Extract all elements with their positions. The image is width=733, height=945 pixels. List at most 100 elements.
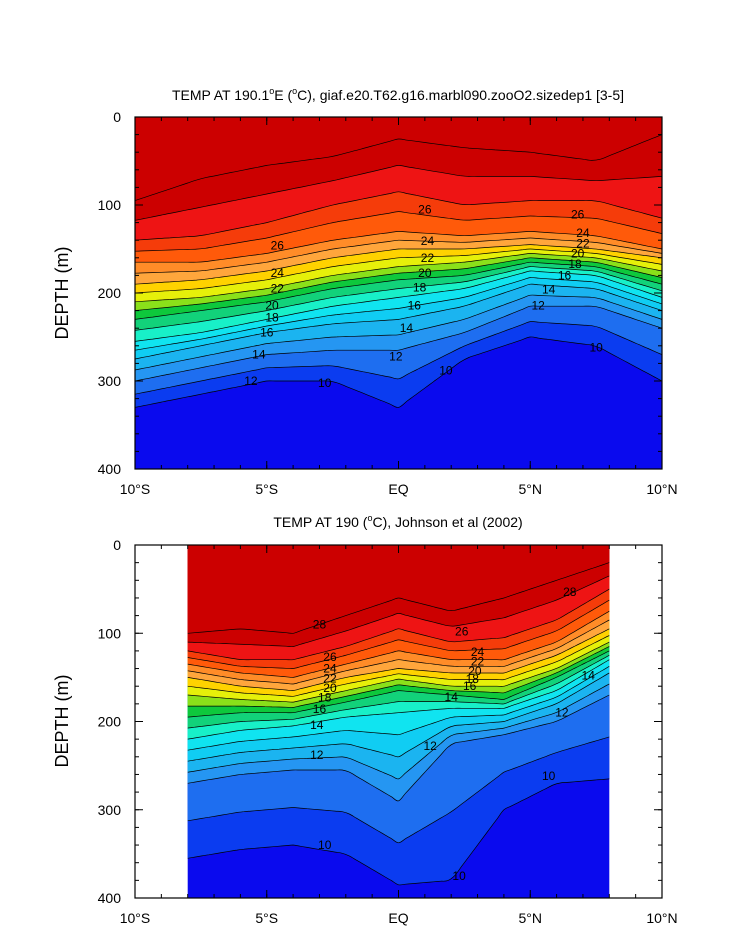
contour-label: 16 (260, 326, 274, 340)
contour-label: 10 (452, 869, 466, 883)
panel-bottom-contour-lines (187, 562, 610, 886)
contour-label: 14 (582, 669, 596, 683)
contour-label: 14 (542, 282, 556, 296)
contour-label: 20 (323, 681, 337, 695)
contour-label: 14 (252, 348, 266, 362)
contour-label: 26 (271, 238, 285, 252)
panel-bottom-title: TEMP AT 190 (oC), Johnson et al (2002) (273, 513, 522, 530)
contour-label: 26 (571, 208, 585, 222)
x-tick-label: 5°N (519, 481, 543, 497)
contour-label: 24 (576, 226, 590, 240)
contour-label: 24 (421, 234, 435, 248)
contour-label: 22 (271, 282, 285, 296)
isotherm-17 (187, 654, 610, 729)
contour-label: 16 (558, 268, 572, 282)
contour-label: 16 (408, 298, 422, 312)
contour-label: 22 (421, 251, 435, 265)
contour-label: 16 (313, 702, 327, 716)
isotherm-19 (187, 646, 610, 708)
isotherm-13 (135, 294, 662, 371)
y-tick-label: 200 (98, 285, 122, 301)
x-tick-label: 5°S (255, 910, 278, 926)
contour-label: 20 (418, 266, 432, 280)
isotherm-11 (135, 321, 662, 395)
isotherm-27 (187, 575, 610, 647)
temperature-band-surface (187, 545, 610, 634)
panel-top-title: TEMP AT 190.1oE (oC), giaf.e20.T62.g16.m… (172, 86, 624, 103)
contour-label: 20 (571, 246, 585, 260)
contour-label: 14 (400, 321, 414, 335)
contour-label: 22 (576, 237, 590, 251)
isotherm-26 (135, 191, 662, 241)
contour-label: 18 (466, 672, 480, 686)
isotherm-10 (187, 778, 610, 886)
x-tick-label: 10°S (120, 910, 151, 926)
isotherm-24 (135, 231, 662, 263)
panel-bottom-y-axis-label: DEPTH (m) (52, 675, 72, 768)
contour-label: 12 (389, 349, 403, 363)
contour-label: 24 (471, 645, 485, 659)
isotherm-22 (187, 628, 610, 691)
panel-bottom-axes: 0 100 200 300 400 10°S 5°S EQ 5°N 10°N (98, 537, 678, 926)
y-tick-label: 200 (98, 714, 122, 730)
x-tick-label: 10°S (120, 481, 151, 497)
contour-label: 14 (445, 690, 459, 704)
y-tick-label: 100 (98, 625, 122, 641)
isotherm-28 (135, 134, 662, 201)
isotherm-26 (187, 588, 610, 661)
contour-label: 26 (418, 202, 432, 216)
contour-label: 26 (323, 650, 337, 664)
x-tick-label: 5°S (255, 481, 278, 497)
temperature-band-surface (135, 117, 662, 201)
x-tick-label: 5°N (519, 910, 543, 926)
contour-label: 18 (413, 281, 427, 295)
contour-label: 12 (310, 748, 324, 762)
contour-label: 10 (318, 376, 332, 390)
isotherm-14 (135, 283, 662, 360)
contour-label: 24 (271, 266, 285, 280)
isotherm-16 (187, 659, 610, 740)
isotherm-17 (135, 266, 662, 331)
isotherm-12 (135, 305, 662, 382)
isotherm-23 (187, 619, 610, 685)
isotherm-18 (187, 650, 610, 718)
contour-label: 18 (568, 257, 582, 271)
contour-label: 10 (318, 838, 332, 852)
y-tick-label: 100 (98, 197, 122, 213)
panel-top-axes: 0 100 200 300 400 10°S 5°S EQ 5°N 10°N (98, 109, 678, 497)
isotherm-12 (187, 694, 610, 802)
isotherm-15 (135, 277, 662, 351)
contour-label: 12 (423, 739, 437, 753)
y-tick-label: 400 (98, 890, 122, 906)
isotherm-20 (187, 641, 610, 703)
x-tick-label: 10°N (646, 910, 677, 926)
contour-label: 12 (531, 298, 545, 312)
isotherm-13 (187, 683, 610, 780)
isotherm-10 (135, 336, 662, 408)
isotherm-18 (135, 261, 662, 320)
contour-label: 18 (265, 311, 279, 325)
contour-label: 28 (313, 617, 327, 631)
y-tick-label: 400 (98, 461, 122, 477)
contour-label: 28 (563, 585, 577, 599)
panel-top-contour-lines (135, 134, 662, 408)
panel-bottom: TEMP AT 190 (oC), Johnson et al (2002) 2… (52, 513, 678, 926)
isotherm-11 (187, 736, 610, 844)
contour-label: 14 (310, 718, 324, 732)
contour-label: 18 (318, 691, 332, 705)
contour-label: 12 (555, 706, 569, 720)
x-tick-label: 10°N (646, 481, 677, 497)
contour-label: 10 (439, 363, 453, 377)
y-tick-label: 0 (113, 537, 121, 553)
isotherm-21 (187, 635, 610, 697)
isotherm-19 (135, 257, 662, 311)
panel-bottom-contour-labels: 2826242220181614121026242220181614121028… (310, 585, 596, 883)
contour-label: 26 (455, 624, 469, 638)
x-tick-label: EQ (388, 481, 408, 497)
isotherm-25 (187, 599, 610, 669)
y-tick-label: 0 (113, 109, 121, 125)
isotherm-16 (135, 270, 662, 342)
isotherm-25 (135, 211, 662, 252)
